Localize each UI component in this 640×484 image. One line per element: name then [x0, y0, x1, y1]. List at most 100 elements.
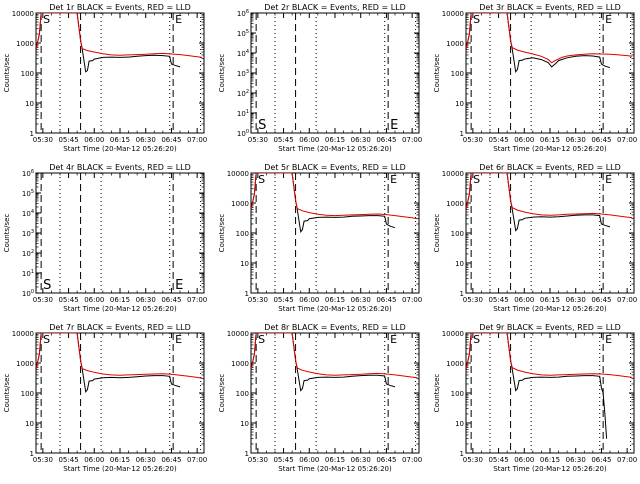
x-tick-label: 06:15	[540, 136, 560, 144]
events-series-line	[466, 333, 608, 439]
end-marker-label: E	[175, 278, 183, 293]
end-marker-label: E	[175, 13, 182, 26]
x-tick-label: 06:15	[540, 296, 560, 304]
x-tick-label: 06:45	[591, 296, 611, 304]
y-tick-label: 10000	[227, 330, 249, 338]
y-tick-label: 105	[22, 189, 34, 198]
x-tick-label: 05:30	[463, 136, 483, 144]
x-tick-label: 05:30	[248, 136, 268, 144]
x-tick-label: 07:00	[187, 456, 207, 464]
y-tick-label: 100	[451, 230, 464, 238]
x-tick-label: 06:00	[84, 456, 104, 464]
plot-frame	[35, 12, 205, 134]
y-tick-label: 10000	[12, 10, 34, 18]
x-tick-label: 07:00	[187, 136, 207, 144]
detector-panel-4: Det 4r BLACK = Events, RED = LLD 100 101 10…	[3, 163, 207, 313]
y-tick-label: 1000	[446, 40, 464, 48]
end-marker-label: E	[605, 333, 612, 346]
y-tick-label: 10	[455, 420, 464, 428]
plot-frame	[250, 12, 420, 134]
x-tick-label: 06:00	[514, 456, 534, 464]
y-tick-label: 1000	[231, 200, 249, 208]
x-tick-label: 06:15	[110, 136, 130, 144]
x-tick-label: 07:00	[617, 296, 637, 304]
x-tick-label: 06:45	[161, 136, 181, 144]
panel-title: Det 5r BLACK = Events, RED = LLD	[264, 163, 406, 172]
y-axis-label: Counts/sec	[433, 374, 441, 413]
x-tick-label: 06:45	[161, 296, 181, 304]
plot-frame	[465, 12, 635, 134]
detector-panel-6: Det 6r BLACK = Events, RED = LLD 1 10 100 10…	[433, 163, 637, 313]
y-axis-label: Counts/sec	[218, 214, 226, 253]
y-tick-label: 10	[455, 100, 464, 108]
lld-series-line	[36, 13, 203, 58]
y-tick-label: 103	[237, 69, 249, 78]
y-tick-label: 100	[237, 129, 249, 138]
y-tick-label: 1000	[16, 360, 34, 368]
x-tick-label: 07:00	[617, 136, 637, 144]
x-axis-label: Start Time (20-Mar-12 05:26:20)	[493, 145, 607, 153]
end-marker-label: E	[390, 173, 397, 186]
y-tick-label: 106	[237, 9, 249, 18]
detector-panel-1: Det 1r BLACK = Events, RED = LLD 1 10 100 10…	[3, 3, 207, 153]
x-tick-label: 06:30	[566, 136, 586, 144]
lld-series-line	[466, 333, 633, 378]
x-tick-label: 06:15	[325, 456, 345, 464]
x-tick-label: 05:45	[58, 136, 78, 144]
events-series-line	[251, 333, 396, 392]
lld-series-line	[36, 333, 203, 379]
panel-title: Det 2r BLACK = Events, RED = LLD	[264, 3, 406, 12]
y-tick-label: 10000	[442, 10, 464, 18]
x-axis-label: Start Time (20-Mar-12 05:26:20)	[63, 305, 177, 313]
x-tick-label: 06:45	[376, 296, 396, 304]
y-tick-label: 1	[460, 130, 464, 138]
y-tick-label: 1	[245, 450, 249, 458]
panel-title: Det 8r BLACK = Events, RED = LLD	[264, 323, 406, 332]
start-marker-label: S	[473, 13, 480, 26]
detector-panel-5: Det 5r BLACK = Events, RED = LLD 1 10 100 10…	[218, 163, 422, 313]
panel-title: Det 9r BLACK = Events, RED = LLD	[479, 323, 621, 332]
y-tick-label: 10	[455, 260, 464, 268]
detector-panel-8: Det 8r BLACK = Events, RED = LLD 1 10 100 10…	[218, 323, 422, 473]
x-tick-label: 06:45	[376, 136, 396, 144]
x-tick-label: 05:45	[58, 296, 78, 304]
y-tick-label: 100	[451, 70, 464, 78]
y-tick-label: 105	[237, 29, 249, 38]
events-series-line	[36, 13, 181, 73]
x-tick-label: 06:15	[540, 456, 560, 464]
x-tick-label: 06:15	[110, 456, 130, 464]
end-marker-label: E	[605, 173, 612, 186]
x-axis-label: Start Time (20-Mar-12 05:26:20)	[63, 145, 177, 153]
y-tick-label: 102	[22, 249, 34, 258]
y-tick-label: 102	[237, 89, 249, 98]
plot-frame	[250, 172, 420, 294]
x-tick-label: 05:45	[273, 296, 293, 304]
y-tick-label: 100	[22, 289, 34, 298]
y-tick-label: 104	[237, 49, 249, 58]
y-tick-label: 100	[21, 70, 34, 78]
y-axis-label: Counts/sec	[218, 374, 226, 413]
x-axis-label: Start Time (20-Mar-12 05:26:20)	[278, 465, 392, 473]
y-tick-label: 101	[237, 109, 249, 118]
plot-frame	[35, 172, 205, 294]
x-tick-label: 06:30	[136, 296, 156, 304]
x-tick-label: 07:00	[402, 296, 422, 304]
plot-frame	[465, 332, 635, 454]
panel-title: Det 6r BLACK = Events, RED = LLD	[479, 163, 621, 172]
x-tick-label: 06:30	[351, 136, 371, 144]
x-tick-label: 06:15	[325, 296, 345, 304]
start-marker-label: S	[473, 333, 480, 346]
y-tick-label: 1	[460, 450, 464, 458]
detector-panel-2: Det 2r BLACK = Events, RED = LLD 100 101 10…	[218, 3, 422, 153]
start-marker-label: S	[258, 333, 265, 346]
y-tick-label: 100	[236, 230, 249, 238]
x-tick-label: 06:30	[566, 296, 586, 304]
y-axis-label: Counts/sec	[218, 54, 226, 93]
y-tick-label: 1000	[231, 360, 249, 368]
x-axis-label: Start Time (20-Mar-12 05:26:20)	[278, 305, 392, 313]
y-tick-label: 1000	[446, 360, 464, 368]
y-tick-label: 104	[22, 209, 34, 218]
panel-title: Det 7r BLACK = Events, RED = LLD	[49, 323, 191, 332]
